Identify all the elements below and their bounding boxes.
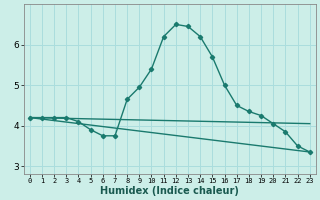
X-axis label: Humidex (Indice chaleur): Humidex (Indice chaleur) — [100, 186, 239, 196]
